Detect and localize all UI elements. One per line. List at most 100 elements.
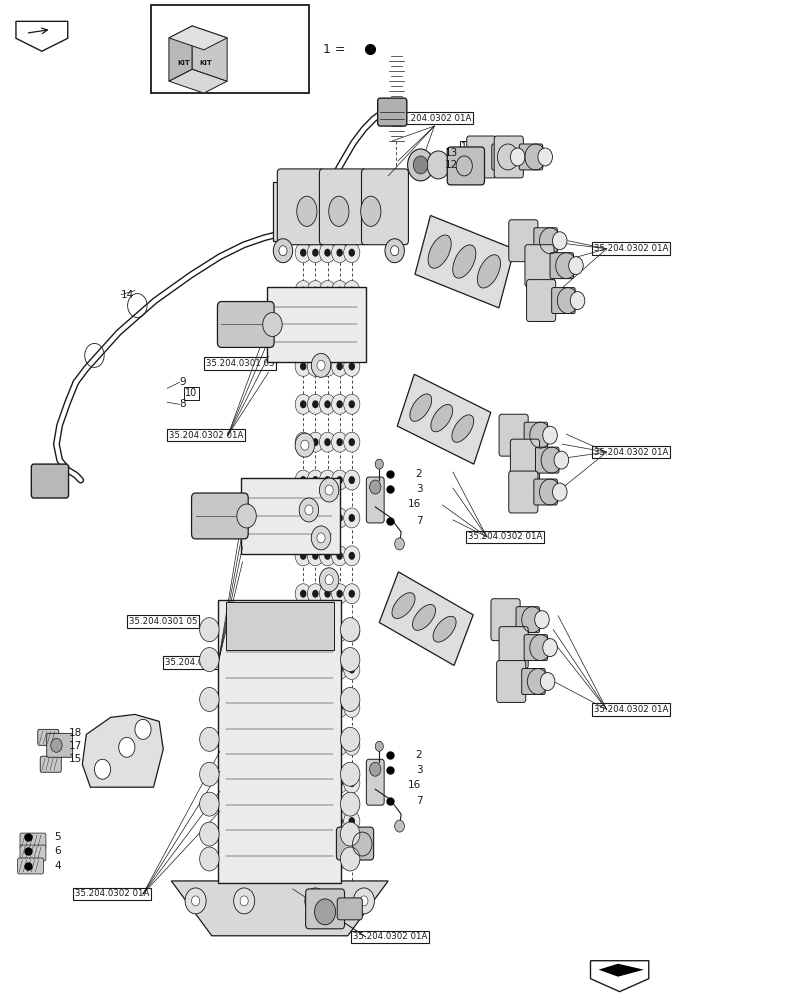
Circle shape [294,432,311,452]
Circle shape [340,792,359,816]
Text: 10: 10 [185,388,197,398]
Circle shape [331,356,347,376]
Circle shape [311,628,318,636]
Circle shape [348,249,354,257]
Circle shape [240,896,248,906]
Circle shape [324,476,330,484]
Circle shape [331,697,347,717]
Circle shape [336,779,342,787]
Circle shape [359,896,367,906]
Circle shape [340,822,359,846]
Circle shape [273,239,292,263]
Circle shape [311,741,318,749]
Circle shape [343,811,359,831]
Circle shape [319,319,335,338]
Circle shape [336,817,342,825]
Circle shape [319,470,335,490]
Circle shape [200,648,219,672]
FancyBboxPatch shape [225,602,333,650]
Circle shape [331,811,347,831]
Text: 35.204.0302 01A: 35.204.0302 01A [352,932,427,941]
Circle shape [336,362,342,370]
Circle shape [324,703,330,711]
Circle shape [319,546,335,566]
Circle shape [348,855,354,863]
Circle shape [394,538,404,550]
Text: 16: 16 [407,780,420,790]
Ellipse shape [427,235,451,268]
Circle shape [311,817,318,825]
Circle shape [299,249,306,257]
Circle shape [324,817,330,825]
Text: 5: 5 [54,832,61,842]
Circle shape [311,896,319,906]
Circle shape [510,148,524,166]
Circle shape [336,703,342,711]
Circle shape [311,526,330,550]
Circle shape [311,476,318,484]
Circle shape [299,514,306,522]
FancyBboxPatch shape [32,464,68,498]
Circle shape [307,546,323,566]
Circle shape [307,735,323,755]
Circle shape [394,820,404,832]
Circle shape [185,888,206,914]
Text: 6: 6 [54,846,61,856]
Circle shape [331,432,347,452]
Circle shape [324,741,330,749]
FancyBboxPatch shape [533,479,556,505]
Circle shape [294,773,311,793]
Circle shape [542,639,556,657]
Circle shape [311,400,318,408]
FancyBboxPatch shape [491,144,515,170]
Circle shape [307,773,323,793]
FancyBboxPatch shape [241,478,339,554]
Polygon shape [598,964,617,977]
Polygon shape [590,961,648,992]
Circle shape [343,660,359,680]
Circle shape [331,319,347,338]
FancyBboxPatch shape [336,827,373,860]
Circle shape [311,353,330,377]
Circle shape [336,628,342,636]
Circle shape [324,438,330,446]
FancyBboxPatch shape [38,729,58,745]
Circle shape [299,362,306,370]
FancyBboxPatch shape [533,228,556,254]
Polygon shape [169,69,227,93]
Circle shape [311,855,318,863]
FancyBboxPatch shape [414,215,513,308]
Circle shape [336,590,342,598]
Circle shape [343,622,359,642]
Text: 35.204.0301 05: 35.204.0301 05 [129,617,197,626]
Circle shape [343,281,359,301]
Circle shape [299,324,306,332]
Circle shape [299,703,306,711]
Circle shape [348,552,354,560]
Circle shape [331,849,347,869]
Circle shape [375,459,383,469]
Circle shape [307,281,323,301]
Circle shape [336,287,342,295]
Circle shape [311,362,318,370]
Circle shape [294,622,311,642]
Circle shape [348,666,354,674]
Circle shape [340,727,359,751]
Circle shape [343,697,359,717]
Ellipse shape [452,415,473,442]
Circle shape [314,899,335,925]
Circle shape [348,400,354,408]
FancyBboxPatch shape [510,439,539,481]
FancyBboxPatch shape [47,733,72,757]
FancyBboxPatch shape [524,635,547,661]
Circle shape [348,628,354,636]
Text: 35.204.0302 01A: 35.204.0302 01A [169,431,243,440]
FancyBboxPatch shape [521,669,544,694]
Text: 15: 15 [68,754,82,764]
Circle shape [324,400,330,408]
Circle shape [307,660,323,680]
Circle shape [390,246,398,256]
Circle shape [118,737,135,757]
Circle shape [234,888,255,914]
Circle shape [298,498,318,522]
